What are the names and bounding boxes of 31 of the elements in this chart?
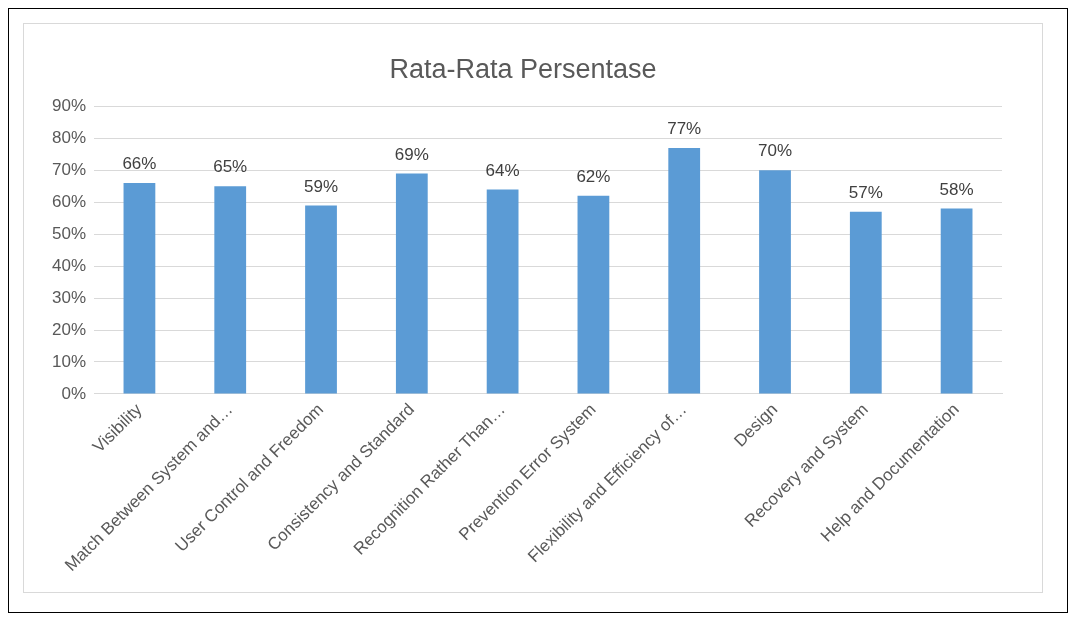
data-label: 59% bbox=[304, 176, 339, 196]
bar bbox=[759, 170, 791, 394]
y-tick-label: 20% bbox=[51, 319, 87, 339]
y-tick-label: 90% bbox=[51, 96, 87, 116]
y-tick-label: 40% bbox=[51, 255, 87, 275]
y-tick-label: 70% bbox=[51, 159, 87, 179]
bar bbox=[486, 189, 519, 394]
data-label: 70% bbox=[757, 141, 793, 161]
y-tick-label: 30% bbox=[51, 287, 87, 307]
bar bbox=[668, 147, 701, 394]
data-label: 62% bbox=[576, 167, 611, 187]
y-tick-label: 10% bbox=[51, 351, 87, 371]
bar bbox=[395, 173, 428, 394]
bar bbox=[849, 211, 882, 394]
data-label: 57% bbox=[848, 183, 883, 202]
bar bbox=[940, 208, 973, 394]
data-label: 69% bbox=[394, 144, 429, 164]
bar bbox=[214, 186, 247, 394]
bar bbox=[123, 183, 156, 394]
data-label: 77% bbox=[667, 119, 702, 139]
chart-title: Rata-Rata Persentase bbox=[389, 53, 657, 84]
y-tick-label: 60% bbox=[51, 191, 87, 211]
data-label: 66% bbox=[122, 154, 157, 174]
y-tick-label: 0% bbox=[61, 383, 87, 403]
data-label: 58% bbox=[939, 179, 974, 199]
data-label: 65% bbox=[213, 157, 248, 177]
data-label: 64% bbox=[485, 160, 520, 180]
bar bbox=[305, 205, 337, 394]
y-tick-label: 50% bbox=[51, 223, 87, 243]
y-tick-label: 80% bbox=[51, 128, 87, 148]
bar bbox=[577, 195, 610, 394]
